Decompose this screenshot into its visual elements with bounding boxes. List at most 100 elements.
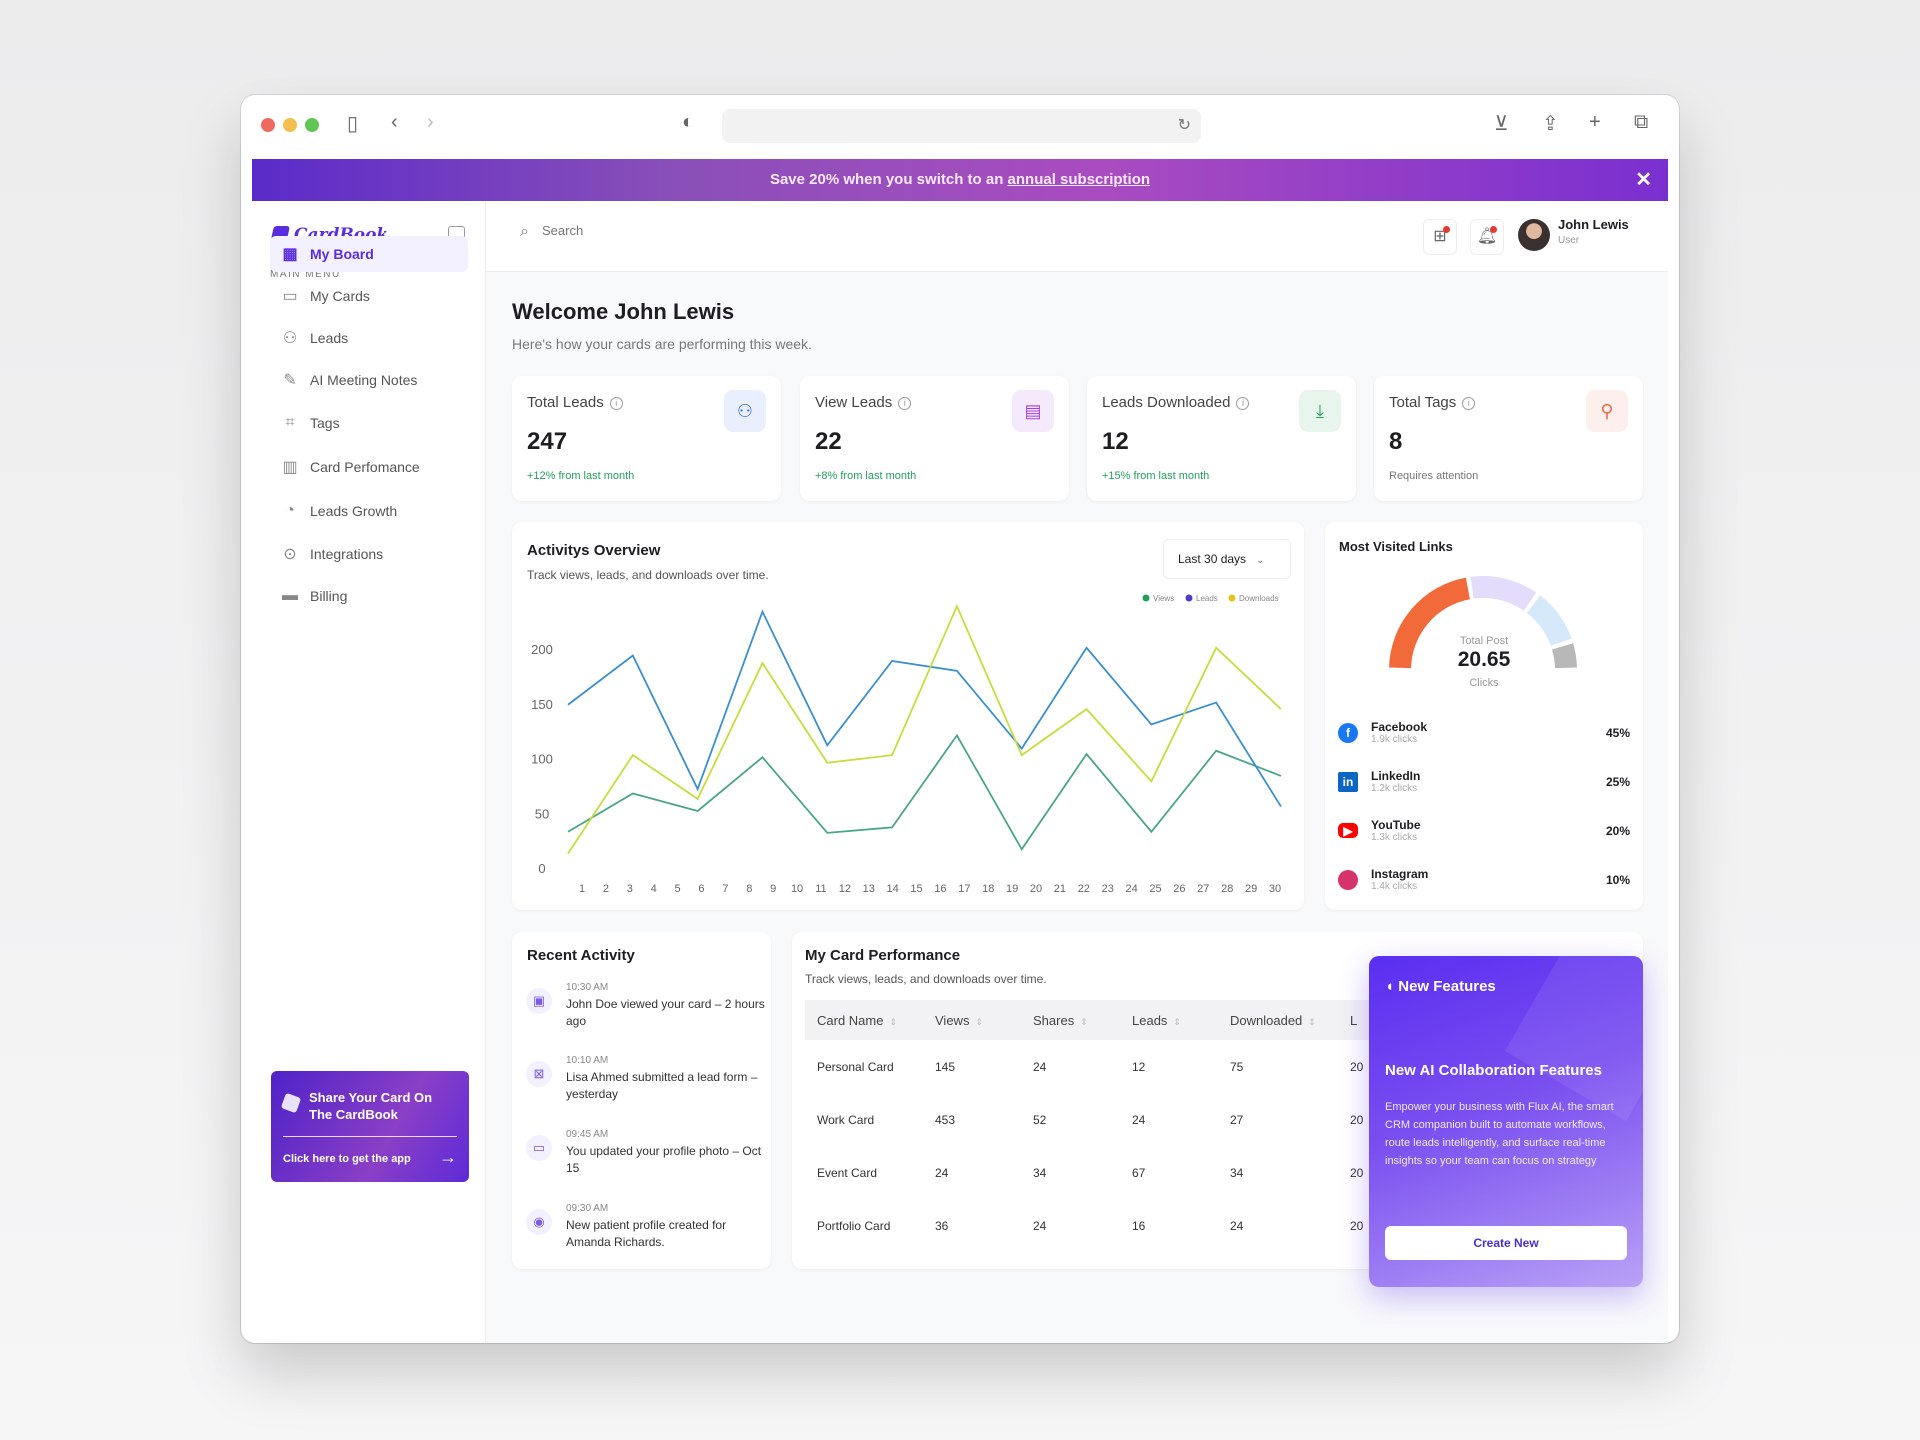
sidebar-icon[interactable]: ▯ [347,113,359,135]
reload-icon[interactable]: ↻ [1177,117,1191,134]
create-new-button[interactable]: Create New [1385,1226,1627,1260]
date-range-select[interactable]: Last 30 days ⌄ [1163,539,1291,579]
link-name: LinkedIn [1371,769,1421,783]
table-cell: 145 [935,1059,956,1074]
x-tick-label: 2 [603,883,609,895]
id-card-icon: ▭ [282,288,298,305]
column-header[interactable]: Shares ⇕ [1033,1000,1132,1040]
column-label: Leads [1132,1012,1168,1028]
x-tick-label: 12 [839,883,851,895]
info-icon[interactable]: i [898,397,912,410]
sidebar-item-leads[interactable]: ⚇ Leads [270,320,468,356]
x-tick-label: 15 [910,883,922,895]
link-item-instagram[interactable]: Instagram 1.4k clicks 10% [1338,867,1630,892]
x-tick-label: 4 [651,883,657,895]
form-icon: ⊠ [526,1061,552,1087]
sort-icon[interactable]: ⇕ [1080,1016,1088,1027]
get-app-link[interactable]: Click here to get the app [283,1153,411,1165]
grid-icon: ▦ [282,246,298,263]
column-label: Card Name [817,1012,884,1028]
gauge-segment-facebook [1389,577,1471,669]
sidebar-item-integrations[interactable]: ⊙ Integrations [270,536,468,572]
link-name: Instagram [1371,867,1429,881]
table-row[interactable]: Personal Card 145 24 12 75 20 [805,1040,1410,1093]
legend-label: Leads [1196,594,1218,603]
column-header[interactable]: Card Name ⇕ [805,1000,935,1040]
close-window-button[interactable] [261,118,275,132]
sidebar-item-my-board[interactable]: ▦ My Board [270,236,468,272]
column-label: L [1350,1012,1358,1028]
activity-text: Lisa Ahmed submitted a lead form – yeste… [566,1070,758,1101]
app: CardBook MAIN MENU ▦ My Board ▭ My Cards ⚇ Le… [252,201,1668,1343]
sort-icon[interactable]: ⇕ [889,1016,898,1027]
recent-activity-card: Recent Activity ▣ 10:30 AM John Doe viewed… [512,932,771,1269]
new-tab-icon[interactable]: + [1589,111,1601,133]
info-icon[interactable]: i [609,397,623,410]
minimize-window-button[interactable] [283,118,297,132]
table-cell: 34 [1033,1165,1047,1180]
notifications-button[interactable]: 🔔︎ [1470,219,1504,255]
table-cell: Work Card [817,1112,875,1127]
table-row[interactable]: Portfolio Card 36 24 16 24 20 [805,1199,1410,1252]
link-item-linkedin[interactable]: in LinkedIn 1.2k clicks 25% [1338,769,1630,794]
link-item-youtube[interactable]: ▶ YouTube 1.3k clicks 20% [1338,818,1630,843]
x-tick-label: 22 [1078,883,1090,895]
users-icon: ⚇ [724,390,766,432]
x-tick-label: 17 [958,883,970,895]
sidebar-item-card-perfomance[interactable]: ▥ Card Perfomance [270,449,468,485]
avatar[interactable] [1518,219,1550,251]
tabs-icon[interactable]: ⧉ [1634,111,1649,133]
series-line-views [567,733,1282,851]
shield-icon[interactable]: ◐ [682,111,695,133]
sidebar-item-label: My Cards [310,288,370,304]
sort-icon[interactable]: ⇕ [975,1016,983,1027]
sidebar-item-leads-growth[interactable]: ◔ Leads Growth [270,493,468,529]
close-icon[interactable]: ✕ [1635,169,1652,191]
user-name[interactable]: John Lewis [1558,217,1629,232]
sort-icon[interactable]: ⇕ [1308,1016,1316,1027]
info-icon[interactable]: i [1236,397,1250,410]
activity-time: 10:10 AM [566,1055,609,1066]
sidebar-item-label: My Board [310,246,374,262]
x-tick-label: 9 [770,883,776,895]
sort-icon[interactable]: ⇕ [1173,1016,1181,1027]
sidebar-item-label: Leads Growth [310,503,398,519]
link-clicks: 1.2k clicks [1371,783,1418,794]
download-icon[interactable]: ⊻ [1494,113,1509,135]
column-header[interactable]: Leads ⇕ [1132,1000,1230,1040]
x-tick-label: 19 [1006,883,1018,895]
back-icon[interactable]: ‹ [391,111,398,133]
column-header[interactable]: Downloaded ⇕ [1230,1000,1350,1040]
gift-button[interactable]: ⊞ [1423,219,1457,255]
sidebar-item-tags[interactable]: ⌗ Tags [270,405,468,441]
info-icon[interactable]: i [1462,397,1476,410]
stat-value: 22 [815,428,842,455]
address-bar[interactable]: ↻ [722,109,1201,143]
x-tick-label: 3 [627,883,633,895]
sidebar-item-ai-meeting-notes[interactable]: ✎ AI Meeting Notes [270,362,468,398]
table-row[interactable]: Event Card 24 34 67 34 20 [805,1146,1410,1199]
maximize-window-button[interactable] [305,118,319,132]
share-card-promo[interactable]: Share Your Card On The CardBook Click he… [271,1071,469,1182]
link-clicks: 1.4k clicks [1371,881,1418,892]
chat-icon: ▭ [526,1135,552,1161]
table-row[interactable]: Work Card 453 52 24 27 20 [805,1093,1410,1146]
share-icon[interactable]: ⇪ [1542,113,1559,135]
link-clicks: 1.3k clicks [1371,832,1418,843]
calendar-check-icon: ▣ [526,988,552,1014]
sidebar-item-my-cards[interactable]: ▭ My Cards [270,278,468,314]
table-cell: 27 [1230,1112,1244,1127]
search-input[interactable] [542,223,842,238]
activity-time: 09:30 AM [566,1203,609,1214]
forward-icon[interactable]: › [427,111,434,133]
table-cell: 24 [1132,1112,1146,1127]
annual-subscription-link[interactable]: annual subscription [1007,171,1151,188]
y-tick-label: 150 [531,697,553,712]
stat-value: 247 [527,428,568,455]
features-title: New AI Collaboration Features [1385,1062,1602,1079]
sidebar-item-billing[interactable]: ▬ Billing [270,578,468,614]
link-name: YouTube [1371,818,1421,832]
x-tick-label: 18 [982,883,994,895]
link-item-facebook[interactable]: f Facebook 1.9k clicks 45% [1338,720,1630,745]
column-header[interactable]: Views ⇕ [935,1000,1033,1040]
